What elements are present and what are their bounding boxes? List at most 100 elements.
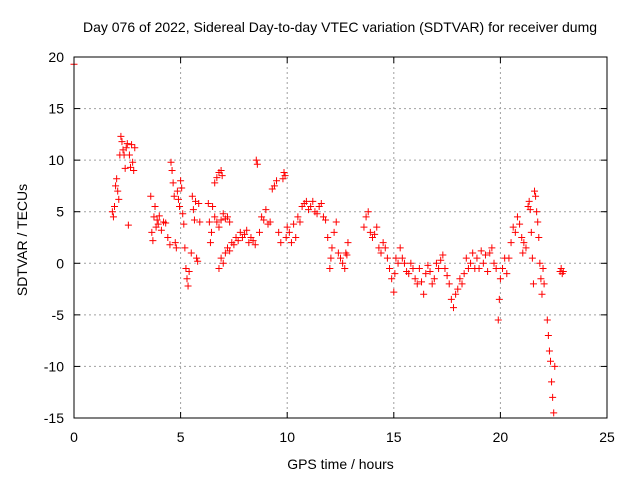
y-axis-label: SDTVAR / TECUs [14, 183, 30, 297]
data-point [509, 223, 517, 231]
data-point [292, 234, 300, 241]
data-point [112, 182, 120, 190]
data-point [121, 164, 129, 172]
x-tick-label: 5 [177, 429, 185, 445]
data-point [174, 195, 182, 203]
data-point [195, 199, 203, 207]
data-point [494, 316, 502, 324]
data-point [549, 393, 557, 401]
data-point [181, 244, 189, 252]
data-point [371, 230, 379, 238]
data-point [187, 249, 195, 257]
data-point [164, 234, 172, 241]
data-point [398, 254, 406, 262]
data-point [386, 264, 394, 272]
data-point [527, 228, 535, 236]
data-point [405, 270, 413, 278]
data-point [169, 179, 177, 187]
x-tick-label: 25 [599, 429, 615, 445]
data-point [443, 272, 451, 280]
data-point [532, 192, 540, 200]
data-point [503, 270, 511, 278]
data-point [413, 280, 421, 288]
data-point [154, 220, 162, 228]
data-point [499, 264, 507, 272]
data-point [379, 239, 387, 247]
data-point [167, 158, 175, 166]
data-point [341, 264, 349, 272]
data-point [445, 280, 453, 288]
y-tick-label: -10 [44, 358, 64, 374]
data-point [373, 223, 381, 231]
data-point [277, 239, 285, 247]
data-point [467, 259, 475, 267]
data-point [327, 254, 335, 262]
data-point [525, 197, 533, 205]
data-point [381, 244, 389, 252]
data-point [182, 264, 190, 272]
data-point [454, 285, 462, 293]
data-point [260, 216, 268, 224]
data-point [270, 182, 278, 190]
data-point [458, 280, 466, 288]
x-axis-label: GPS time / hours [287, 456, 394, 472]
data-point [486, 249, 494, 257]
data-point [150, 213, 158, 221]
data-point [452, 290, 460, 298]
data-point [180, 220, 188, 228]
data-point [490, 259, 498, 267]
data-point [118, 138, 126, 146]
data-point [266, 218, 274, 226]
data-point [206, 239, 214, 247]
data-point [148, 228, 156, 236]
data-point [511, 228, 519, 236]
y-tick-label: -5 [52, 307, 65, 323]
data-point [328, 244, 336, 252]
data-point [411, 275, 419, 283]
data-point [273, 177, 281, 185]
data-point [108, 208, 116, 216]
data-point [324, 234, 332, 241]
data-point [492, 264, 500, 272]
data-point [460, 270, 468, 278]
data-point [113, 175, 121, 183]
data-point [253, 160, 261, 168]
data-point [211, 179, 219, 187]
data-point [124, 221, 132, 229]
data-point [513, 213, 521, 221]
data-point [219, 259, 227, 267]
data-point [204, 199, 212, 207]
data-point [529, 280, 537, 288]
grid-lines [74, 57, 607, 418]
data-point [539, 264, 547, 272]
data-point [151, 203, 159, 211]
data-point [534, 218, 542, 226]
y-tick-label: 15 [48, 101, 64, 117]
data-point [281, 172, 289, 180]
data-point [437, 256, 445, 264]
data-point [479, 259, 487, 267]
x-tick-label: 20 [493, 429, 509, 445]
data-point [209, 203, 217, 211]
data-point [428, 280, 436, 288]
data-point [394, 259, 402, 267]
data-point [518, 234, 526, 241]
data-point [522, 244, 530, 252]
data-point [439, 251, 447, 259]
data-point [282, 234, 290, 241]
data-point [226, 247, 234, 255]
data-point [173, 187, 181, 195]
data-point [219, 210, 227, 218]
data-point [516, 220, 524, 228]
data-point [533, 208, 541, 216]
data-point [473, 254, 481, 262]
data-point [469, 249, 477, 257]
data-points [70, 60, 567, 417]
data-point [226, 218, 234, 226]
data-point [540, 280, 548, 288]
data-point [495, 295, 503, 303]
data-point [317, 199, 325, 207]
data-point [234, 237, 242, 245]
data-point [330, 228, 338, 236]
data-point [420, 290, 428, 298]
